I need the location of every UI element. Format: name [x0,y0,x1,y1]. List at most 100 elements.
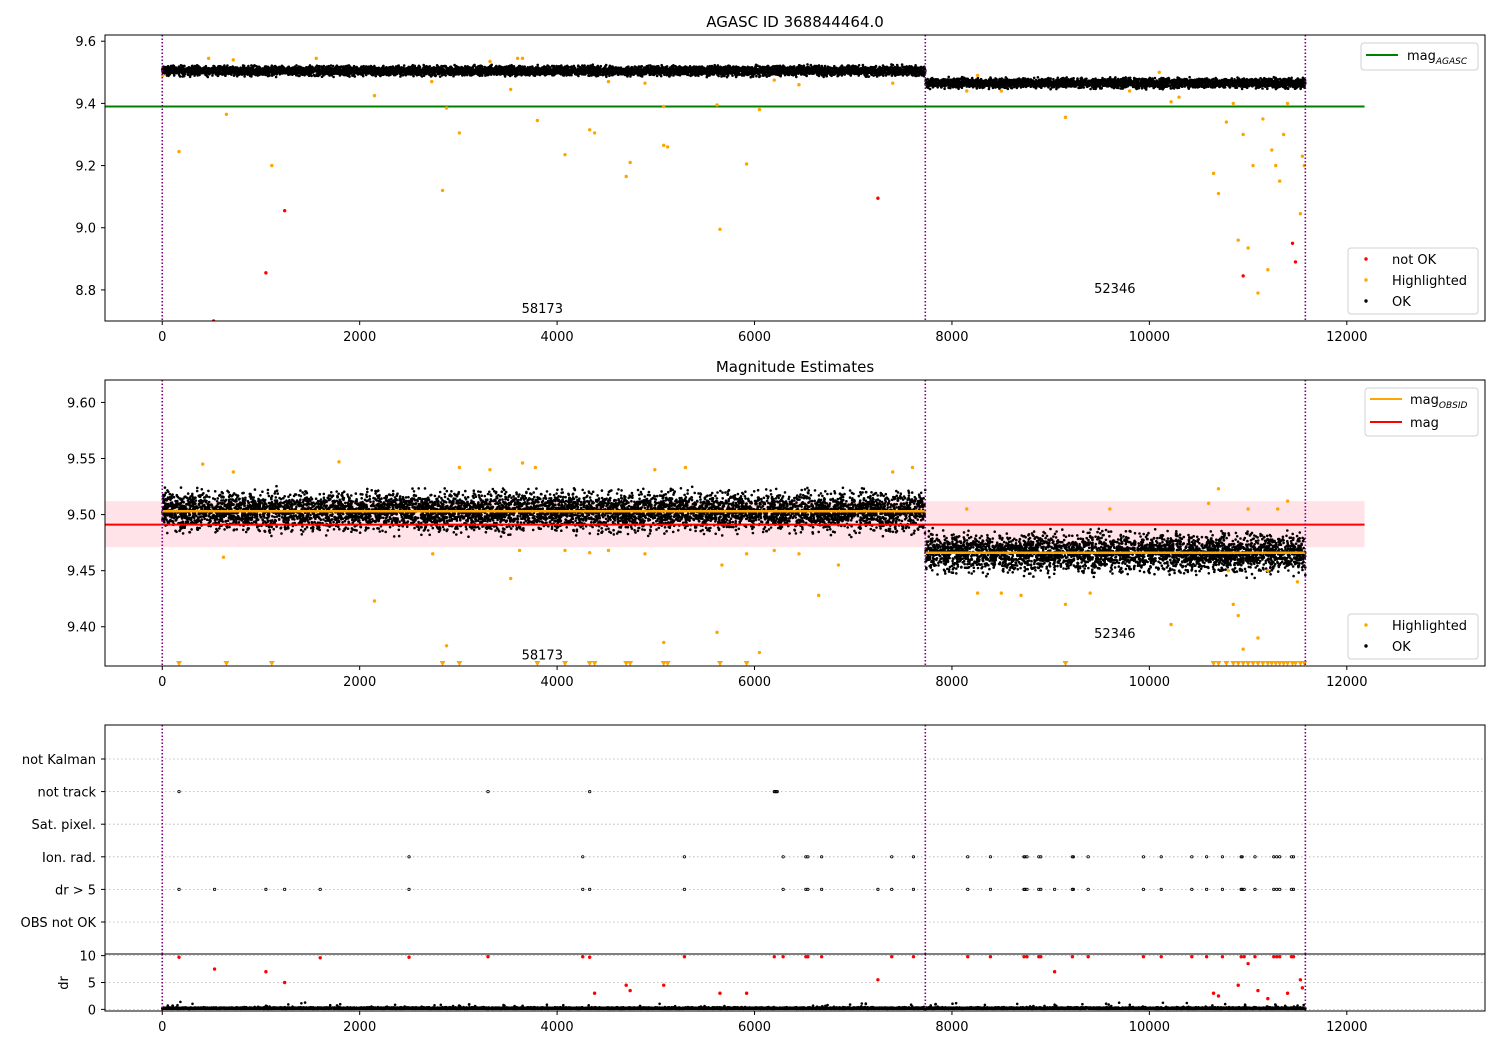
data-point [1063,115,1068,120]
data-point [1256,636,1260,640]
y-tick-label: 10 [79,950,96,965]
data-point [1159,954,1163,959]
data-point [1206,501,1211,506]
flag-point [1242,887,1246,892]
data-point [1169,100,1173,104]
clipped-marker [1301,661,1308,666]
clipped-marker [1062,661,1069,666]
x-tick-label: 2000 [343,330,376,345]
y-tick-label: 8.8 [75,284,96,299]
data-point [1251,163,1255,168]
flag-point [775,789,779,794]
flag-point [1071,855,1075,859]
flag-point [682,887,687,892]
category-tick-label: Ion. rad. [42,851,96,866]
agasc-legend-label: mag [1407,49,1436,64]
data-point [876,196,880,200]
data-point [965,89,969,93]
y-tick-label: 9.55 [67,453,96,468]
data-point [624,174,628,179]
flag-point [876,887,880,892]
data-point [606,548,611,553]
data-point [643,81,647,85]
data-point [407,955,411,959]
data-point [643,552,647,556]
clipped-marker [591,661,598,666]
data-point [587,551,592,555]
flag-point [911,855,916,859]
data-point [440,188,445,193]
plot-area-2 [105,725,1485,954]
data-point [891,81,895,85]
flag-point [988,887,993,892]
data-point [1052,970,1057,974]
obsid-label: 58173 [522,648,563,663]
clipped-marker [1268,661,1275,666]
data-point [201,462,205,466]
clipped-marker [716,661,723,666]
plot-area-3 [105,954,1485,1011]
data-point [270,163,274,168]
flag-point [212,887,217,892]
flag-point [581,855,585,859]
plot-area-0 [105,35,1365,321]
data-point [337,460,341,464]
data-point [533,465,538,470]
x-tick-label: 0 [158,330,166,345]
data-point [1226,568,1231,573]
data-point [457,131,462,135]
category-tick-label: Sat. pixel. [32,818,96,833]
clipped-marker [664,661,671,666]
flag-point [1086,887,1090,892]
clipped-marker [1292,661,1299,666]
data-point [1276,507,1280,511]
clipped-marker [439,661,446,666]
x-tick-label: 12000 [1326,1020,1367,1035]
x-tick-label: 2000 [343,1020,376,1035]
dr-axis-label: dr [57,976,72,990]
data-point [876,978,880,982]
x-tick-label: 12000 [1326,330,1367,345]
flag-point [407,855,411,859]
data-point [1256,291,1260,295]
flag-point [1275,887,1279,892]
data-point [282,208,287,213]
series-3-0 [177,954,1305,1001]
data-point [1025,954,1029,959]
data-point [1236,238,1240,242]
data-point [509,87,513,92]
clipped-marker [1240,661,1247,666]
agasc-legend-highlighted: Highlighted [1392,274,1467,289]
data-point [1108,507,1112,511]
flag-point [1053,887,1057,892]
obsid-label: 52346 [1094,282,1135,297]
flag-point [804,887,808,892]
data-point [1285,101,1290,106]
flag-point [1190,887,1194,892]
dr-panel: 0 5 10 0 2000 4000 6000 8000 10000 12000 dr [57,950,1486,1035]
ok-points-0-1 [924,75,1307,91]
data-point [1246,507,1250,511]
data-point [806,954,810,959]
data-point [744,552,749,556]
data-point [966,954,970,959]
clipped-marker [1280,661,1287,666]
data-point [890,954,894,959]
flag-point [781,855,785,859]
flag-point [581,887,585,892]
data-point [975,73,980,78]
x-tick-label: 10000 [1129,1020,1170,1035]
flag-point [1253,887,1257,892]
data-point [772,954,776,959]
flag-point [820,887,824,892]
magnitude-legend-obsid-label: mag [1410,393,1439,408]
agasc-legend-notok: not OK [1392,253,1437,268]
flag-point [1190,855,1194,859]
data-point [372,93,377,98]
clipped-marker [1230,661,1237,666]
data-point [965,507,969,511]
data-point [715,630,719,635]
flag-point [890,855,894,859]
data-point [212,967,217,971]
